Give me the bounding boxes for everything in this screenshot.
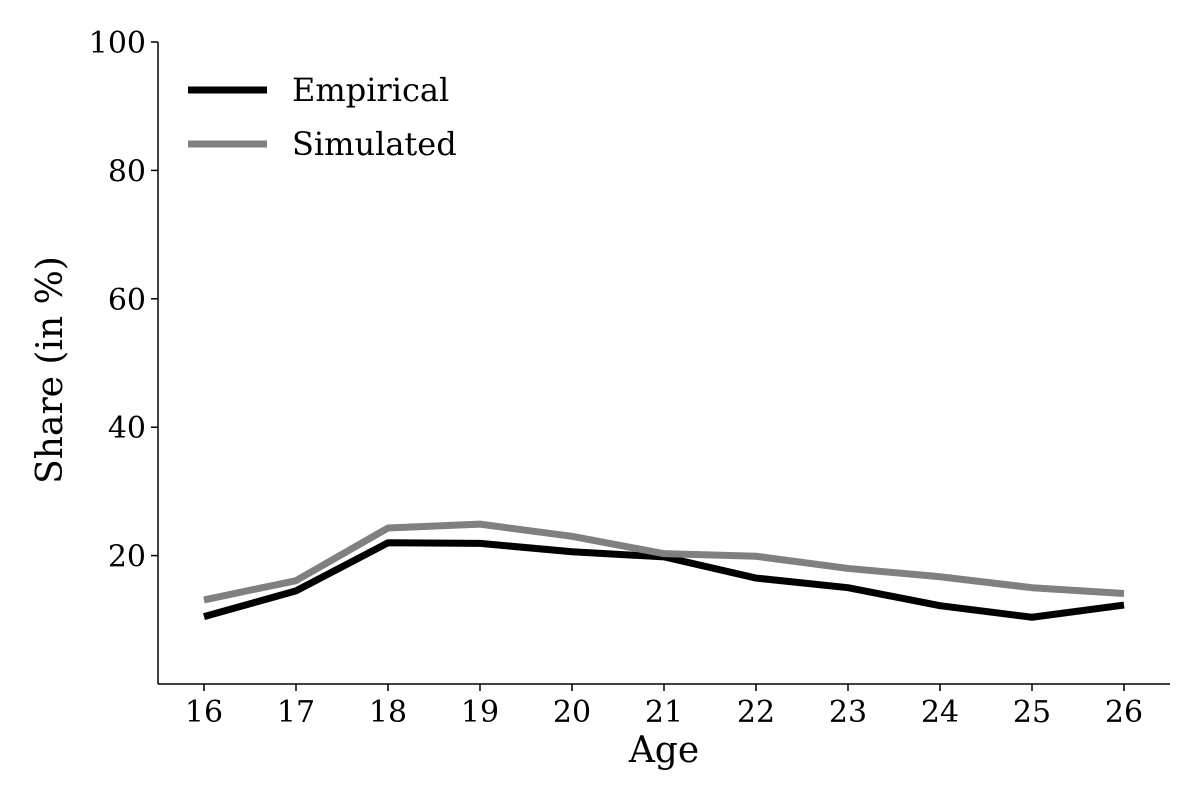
x-tick-label: 17 bbox=[277, 695, 315, 730]
x-tick-label: 26 bbox=[1105, 695, 1143, 730]
y-axis-ticks: 20 40 60 80 100 bbox=[89, 26, 158, 575]
x-tick-label: 19 bbox=[461, 695, 499, 730]
legend-label-empirical: Empirical bbox=[292, 71, 449, 109]
y-tick-label: 60 bbox=[108, 283, 146, 318]
series-group bbox=[203, 520, 1125, 621]
y-tick-label: 100 bbox=[89, 26, 146, 61]
x-axis-title: Age bbox=[628, 730, 699, 771]
x-tick-label: 18 bbox=[369, 695, 407, 730]
legend-label-simulated: Simulated bbox=[292, 125, 457, 163]
y-tick-label: 40 bbox=[108, 411, 146, 446]
x-tick-label: 20 bbox=[553, 695, 591, 730]
x-tick-label: 22 bbox=[737, 695, 775, 730]
series-line-simulated bbox=[203, 520, 1125, 604]
x-tick-label: 24 bbox=[921, 695, 959, 730]
x-tick-label: 21 bbox=[645, 695, 683, 730]
y-axis-title: Share (in %) bbox=[30, 256, 71, 484]
legend: Empirical Simulated bbox=[188, 71, 457, 163]
x-tick-label: 23 bbox=[829, 695, 867, 730]
x-tick-label: 25 bbox=[1013, 695, 1051, 730]
x-axis-ticks: 16 17 18 19 20 21 22 23 24 25 26 bbox=[185, 684, 1143, 730]
x-tick-label: 16 bbox=[185, 695, 223, 730]
y-tick-label: 20 bbox=[108, 540, 146, 575]
y-tick-label: 80 bbox=[108, 154, 146, 189]
